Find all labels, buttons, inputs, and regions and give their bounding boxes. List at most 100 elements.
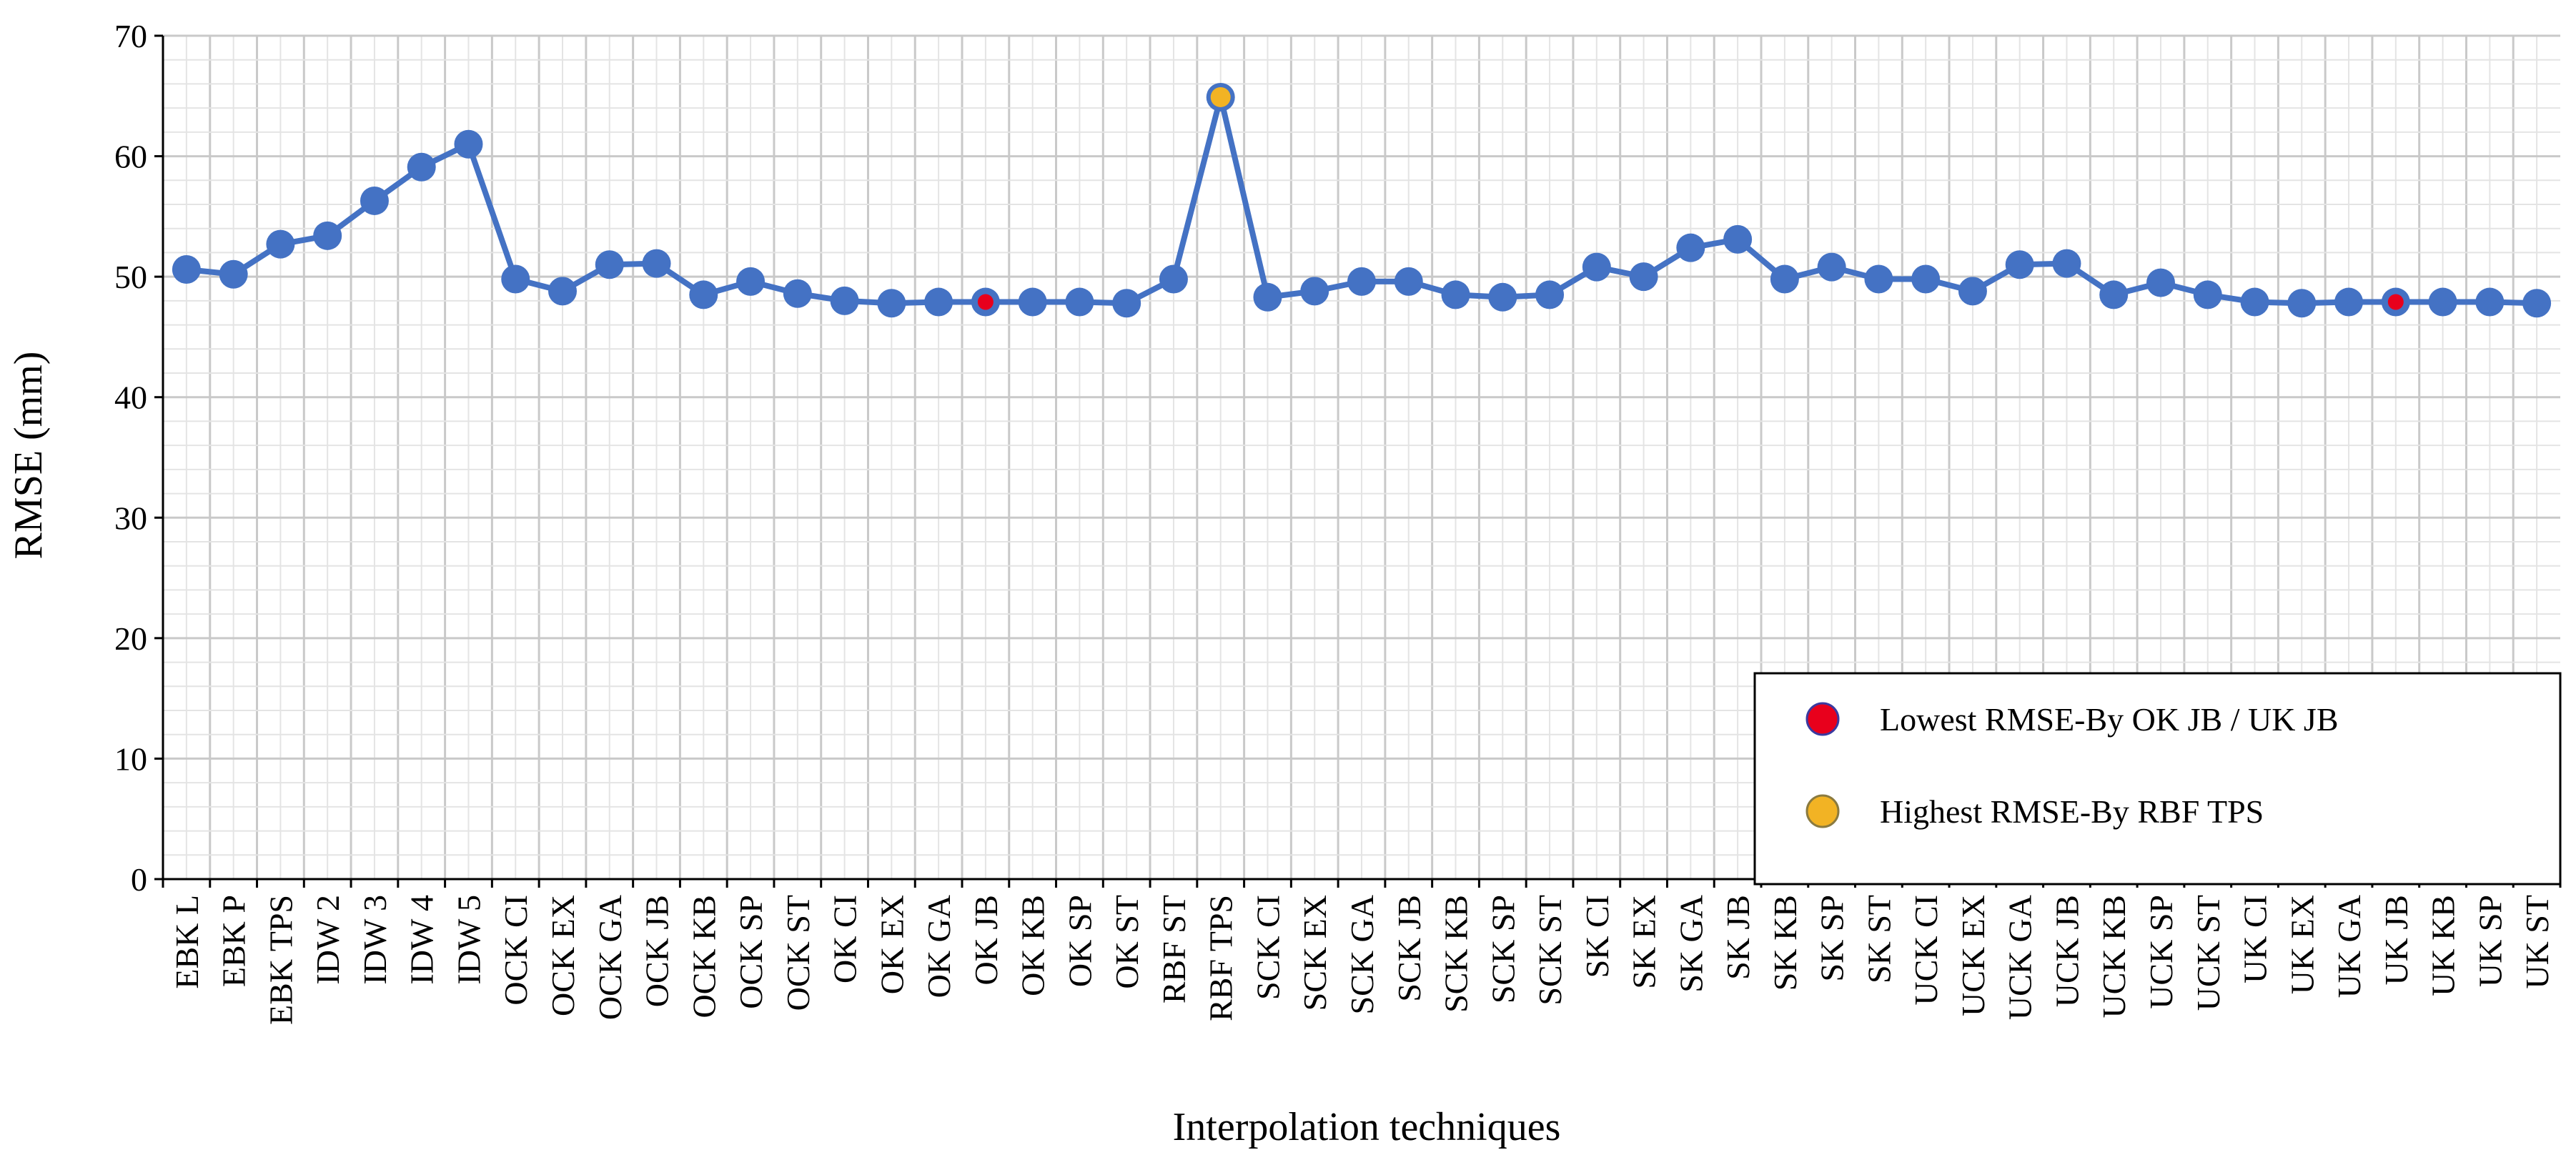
data-point (783, 279, 812, 308)
data-point (2099, 280, 2129, 309)
data-point (1065, 287, 1094, 317)
x-tick-label: IDW 4 (404, 895, 440, 985)
data-point (2287, 289, 2317, 318)
data-point (2475, 287, 2505, 317)
x-tick-label: OCK CI (497, 895, 534, 1006)
data-point (1582, 252, 1611, 282)
grid (163, 34, 2560, 881)
data-point (1676, 233, 1705, 262)
data-point (1112, 289, 1141, 318)
x-tick-label: UK EX (2284, 895, 2320, 994)
data-point (1535, 280, 1565, 309)
x-tick-label: UK ST (2519, 895, 2555, 989)
x-tick-label: SK EX (1626, 895, 1663, 989)
data-point (2240, 287, 2269, 317)
x-tick-label: RBF TPS (1203, 895, 1239, 1021)
data-point (313, 221, 342, 250)
rmse-series (172, 82, 2552, 318)
x-tick-label: UCK EX (1955, 895, 1991, 1016)
y-tick-label: 20 (114, 620, 147, 657)
data-point (407, 152, 436, 182)
x-tick-label: SCK ST (1532, 895, 1568, 1006)
data-point (2522, 289, 2552, 318)
x-tick-label: OCK ST (780, 895, 816, 1011)
x-tick-label: SCK EX (1297, 895, 1333, 1011)
y-tick-label: 30 (114, 500, 147, 536)
x-tick-label: SCK KB (1438, 895, 1475, 1013)
data-point (1159, 264, 1188, 294)
data-point (454, 129, 483, 159)
data-point (877, 289, 906, 318)
x-tick-label: SK ST (1861, 895, 1897, 983)
x-tick-label: RBF ST (1156, 895, 1192, 1003)
x-tick-label: IDW 3 (357, 895, 393, 985)
legend-highest-marker (1805, 794, 1840, 828)
x-tick-label: IDW 2 (309, 895, 346, 985)
x-tick-label: SK GA (1673, 895, 1709, 993)
x-tick-label: UCK ST (2190, 895, 2226, 1011)
x-tick-label: OK CI (827, 895, 863, 983)
x-tick-label: OK JB (968, 895, 1004, 986)
data-point (1018, 287, 1047, 317)
x-tick-label: OK KB (1015, 895, 1051, 996)
legend-highest-label: Highest RMSE-By RBF TPS (1880, 793, 2264, 830)
x-tick-label: OK GA (921, 895, 957, 998)
data-point (1253, 282, 1282, 312)
x-axis-title: Interpolation techniques (1173, 1105, 1561, 1149)
x-tick-label: UCK CI (1908, 895, 1944, 1006)
x-tick-label: UCK GA (2002, 895, 2038, 1020)
data-point (219, 259, 248, 289)
data-point-lowest (977, 294, 994, 310)
x-tick-label: OCK JB (639, 895, 675, 1007)
x-tick-label: SK JB (1720, 895, 1756, 980)
data-point (830, 286, 859, 315)
legend: Lowest RMSE-By OK JB / UK JB Highest RMS… (1753, 672, 2562, 886)
y-tick-label: 60 (114, 139, 147, 175)
x-tick-label: EBK P (216, 895, 252, 987)
data-point (1394, 267, 1423, 296)
data-point (2428, 287, 2457, 317)
data-point (1629, 262, 1658, 292)
y-axis-title: RMSE (mm) (6, 352, 51, 560)
data-point-lowest (2387, 294, 2404, 310)
x-tick-label: OK EX (873, 895, 910, 994)
x-tick-label: OK SP (1061, 895, 1098, 987)
x-tick-label: OCK EX (545, 895, 581, 1016)
x-tick-label: UK SP (2472, 895, 2508, 987)
x-tick-label: SK CI (1579, 895, 1615, 978)
data-point (266, 229, 295, 259)
x-tick-label: OK ST (1109, 895, 1145, 989)
data-point (689, 280, 718, 309)
data-point (2005, 250, 2034, 279)
data-point (1958, 277, 1987, 306)
x-tick-label: UCK SP (2143, 895, 2179, 1009)
data-point (1723, 224, 1753, 254)
data-point (548, 277, 577, 306)
data-point (1817, 252, 1846, 282)
data-point (924, 287, 953, 317)
y-tick-label: 50 (114, 259, 147, 295)
y-tick-label: 40 (114, 380, 147, 416)
data-point (360, 186, 389, 215)
x-tick-label: SCK SP (1485, 895, 1521, 1003)
legend-lowest-marker (1805, 702, 1840, 736)
x-tick-label: SCK CI (1249, 895, 1286, 1000)
y-tick-label: 10 (114, 740, 147, 777)
x-tick-label: UK GA (2331, 895, 2367, 998)
x-tick-label: OCK SP (733, 895, 769, 1009)
x-tick-label: OCK KB (685, 895, 722, 1018)
legend-lowest-label: Lowest RMSE-By OK JB / UK JB (1880, 701, 2339, 738)
x-tick-label: UCK KB (2096, 895, 2132, 1018)
x-tick-label: UCK JB (2049, 895, 2085, 1007)
tick-labels: 0 10 20 30 40 50 60 70 EBK L EBK P EBK TPS IDW 2 IDW… (114, 18, 2555, 1025)
data-point (642, 249, 671, 278)
x-tick-label: OCK GA (592, 895, 628, 1020)
data-point (1864, 264, 1893, 294)
data-point (1488, 282, 1517, 312)
x-tick-label: EBK L (169, 895, 205, 989)
data-point (172, 255, 201, 284)
data-point (2146, 268, 2175, 297)
legend-box (1753, 672, 2562, 886)
data-point (1441, 280, 1470, 309)
